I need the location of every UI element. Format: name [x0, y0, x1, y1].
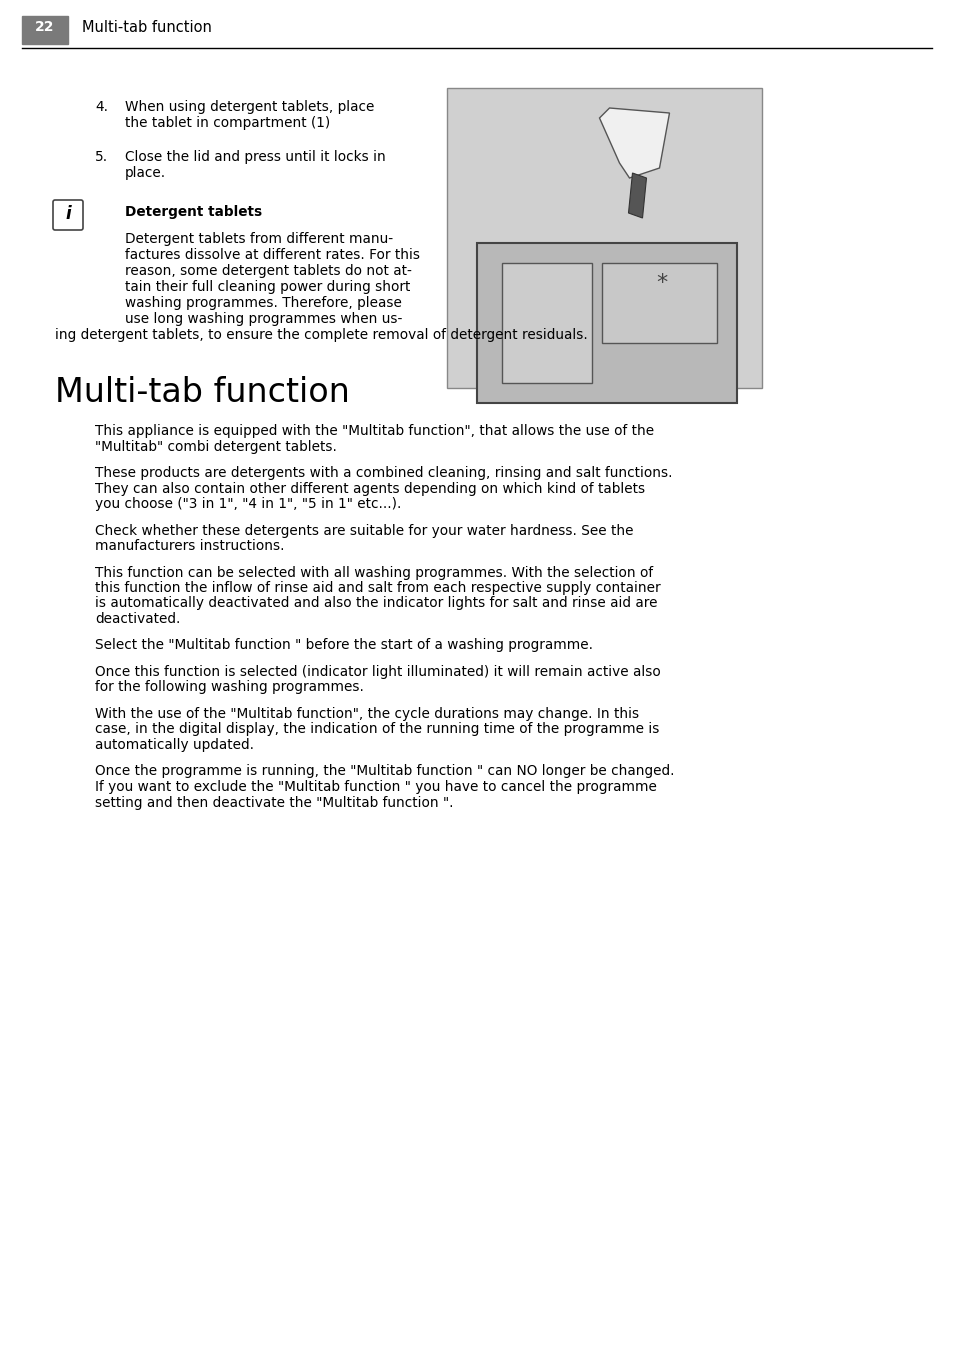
Text: Close the lid and press until it locks in: Close the lid and press until it locks i… [125, 150, 385, 164]
Polygon shape [598, 108, 669, 178]
Text: If you want to exclude the "Multitab function " you have to cancel the programme: If you want to exclude the "Multitab fun… [95, 780, 657, 794]
Text: deactivated.: deactivated. [95, 612, 180, 626]
Text: washing programmes. Therefore, please: washing programmes. Therefore, please [125, 296, 401, 310]
Text: use long washing programmes when us-: use long washing programmes when us- [125, 312, 402, 326]
Text: Once this function is selected (indicator light illuminated) it will remain acti: Once this function is selected (indicato… [95, 665, 660, 679]
Text: Check whether these detergents are suitable for your water hardness. See the: Check whether these detergents are suita… [95, 523, 633, 538]
Text: for the following washing programmes.: for the following washing programmes. [95, 680, 363, 695]
Text: factures dissolve at different rates. For this: factures dissolve at different rates. Fo… [125, 247, 419, 262]
Text: case, in the digital display, the indication of the running time of the programm: case, in the digital display, the indica… [95, 722, 659, 737]
Polygon shape [628, 173, 646, 218]
Text: Select the "Multitab function " before the start of a washing programme.: Select the "Multitab function " before t… [95, 638, 593, 653]
Text: place.: place. [125, 166, 166, 180]
Text: automatically updated.: automatically updated. [95, 738, 253, 752]
Text: is automatically deactivated and also the indicator lights for salt and rinse ai: is automatically deactivated and also th… [95, 596, 657, 611]
Text: you choose ("3 in 1", "4 in 1", "5 in 1" etc...).: you choose ("3 in 1", "4 in 1", "5 in 1"… [95, 498, 401, 511]
Text: 22: 22 [35, 20, 54, 34]
Text: Multi-tab function: Multi-tab function [55, 376, 350, 410]
Text: the tablet in compartment (1): the tablet in compartment (1) [125, 116, 330, 130]
Text: Once the programme is running, the "Multitab function " can NO longer be changed: Once the programme is running, the "Mult… [95, 764, 674, 779]
Text: this function the inflow of rinse aid and salt from each respective supply conta: this function the inflow of rinse aid an… [95, 581, 659, 595]
Bar [447, 88, 761, 388]
Bar [22, 16, 68, 45]
Bar [476, 243, 737, 403]
Text: 4.: 4. [95, 100, 108, 114]
Text: Multi-tab function: Multi-tab function [82, 20, 212, 35]
Text: This appliance is equipped with the "Multitab function", that allows the use of : This appliance is equipped with the "Mul… [95, 425, 654, 438]
Text: setting and then deactivate the "Multitab function ".: setting and then deactivate the "Multita… [95, 795, 453, 810]
FancyBboxPatch shape [53, 200, 83, 230]
Text: manufacturers instructions.: manufacturers instructions. [95, 539, 284, 553]
Text: Detergent tablets from different manu-: Detergent tablets from different manu- [125, 233, 393, 246]
Text: i: i [65, 206, 71, 223]
Text: These products are detergents with a combined cleaning, rinsing and salt functio: These products are detergents with a com… [95, 466, 672, 480]
Text: With the use of the "Multitab function", the cycle durations may change. In this: With the use of the "Multitab function",… [95, 707, 639, 721]
Bar [601, 264, 717, 343]
Text: tain their full cleaning power during short: tain their full cleaning power during sh… [125, 280, 410, 293]
Text: Detergent tablets: Detergent tablets [125, 206, 262, 219]
Text: ing detergent tablets, to ensure the complete removal of detergent residuals.: ing detergent tablets, to ensure the com… [55, 329, 587, 342]
Text: When using detergent tablets, place: When using detergent tablets, place [125, 100, 374, 114]
Text: This function can be selected with all washing programmes. With the selection of: This function can be selected with all w… [95, 565, 653, 580]
Text: They can also contain other different agents depending on which kind of tablets: They can also contain other different ag… [95, 481, 644, 495]
Text: reason, some detergent tablets do not at-: reason, some detergent tablets do not at… [125, 264, 412, 279]
Bar [501, 264, 592, 383]
Text: 5.: 5. [95, 150, 108, 164]
Text: "Multitab" combi detergent tablets.: "Multitab" combi detergent tablets. [95, 439, 336, 453]
Text: *: * [656, 273, 667, 293]
